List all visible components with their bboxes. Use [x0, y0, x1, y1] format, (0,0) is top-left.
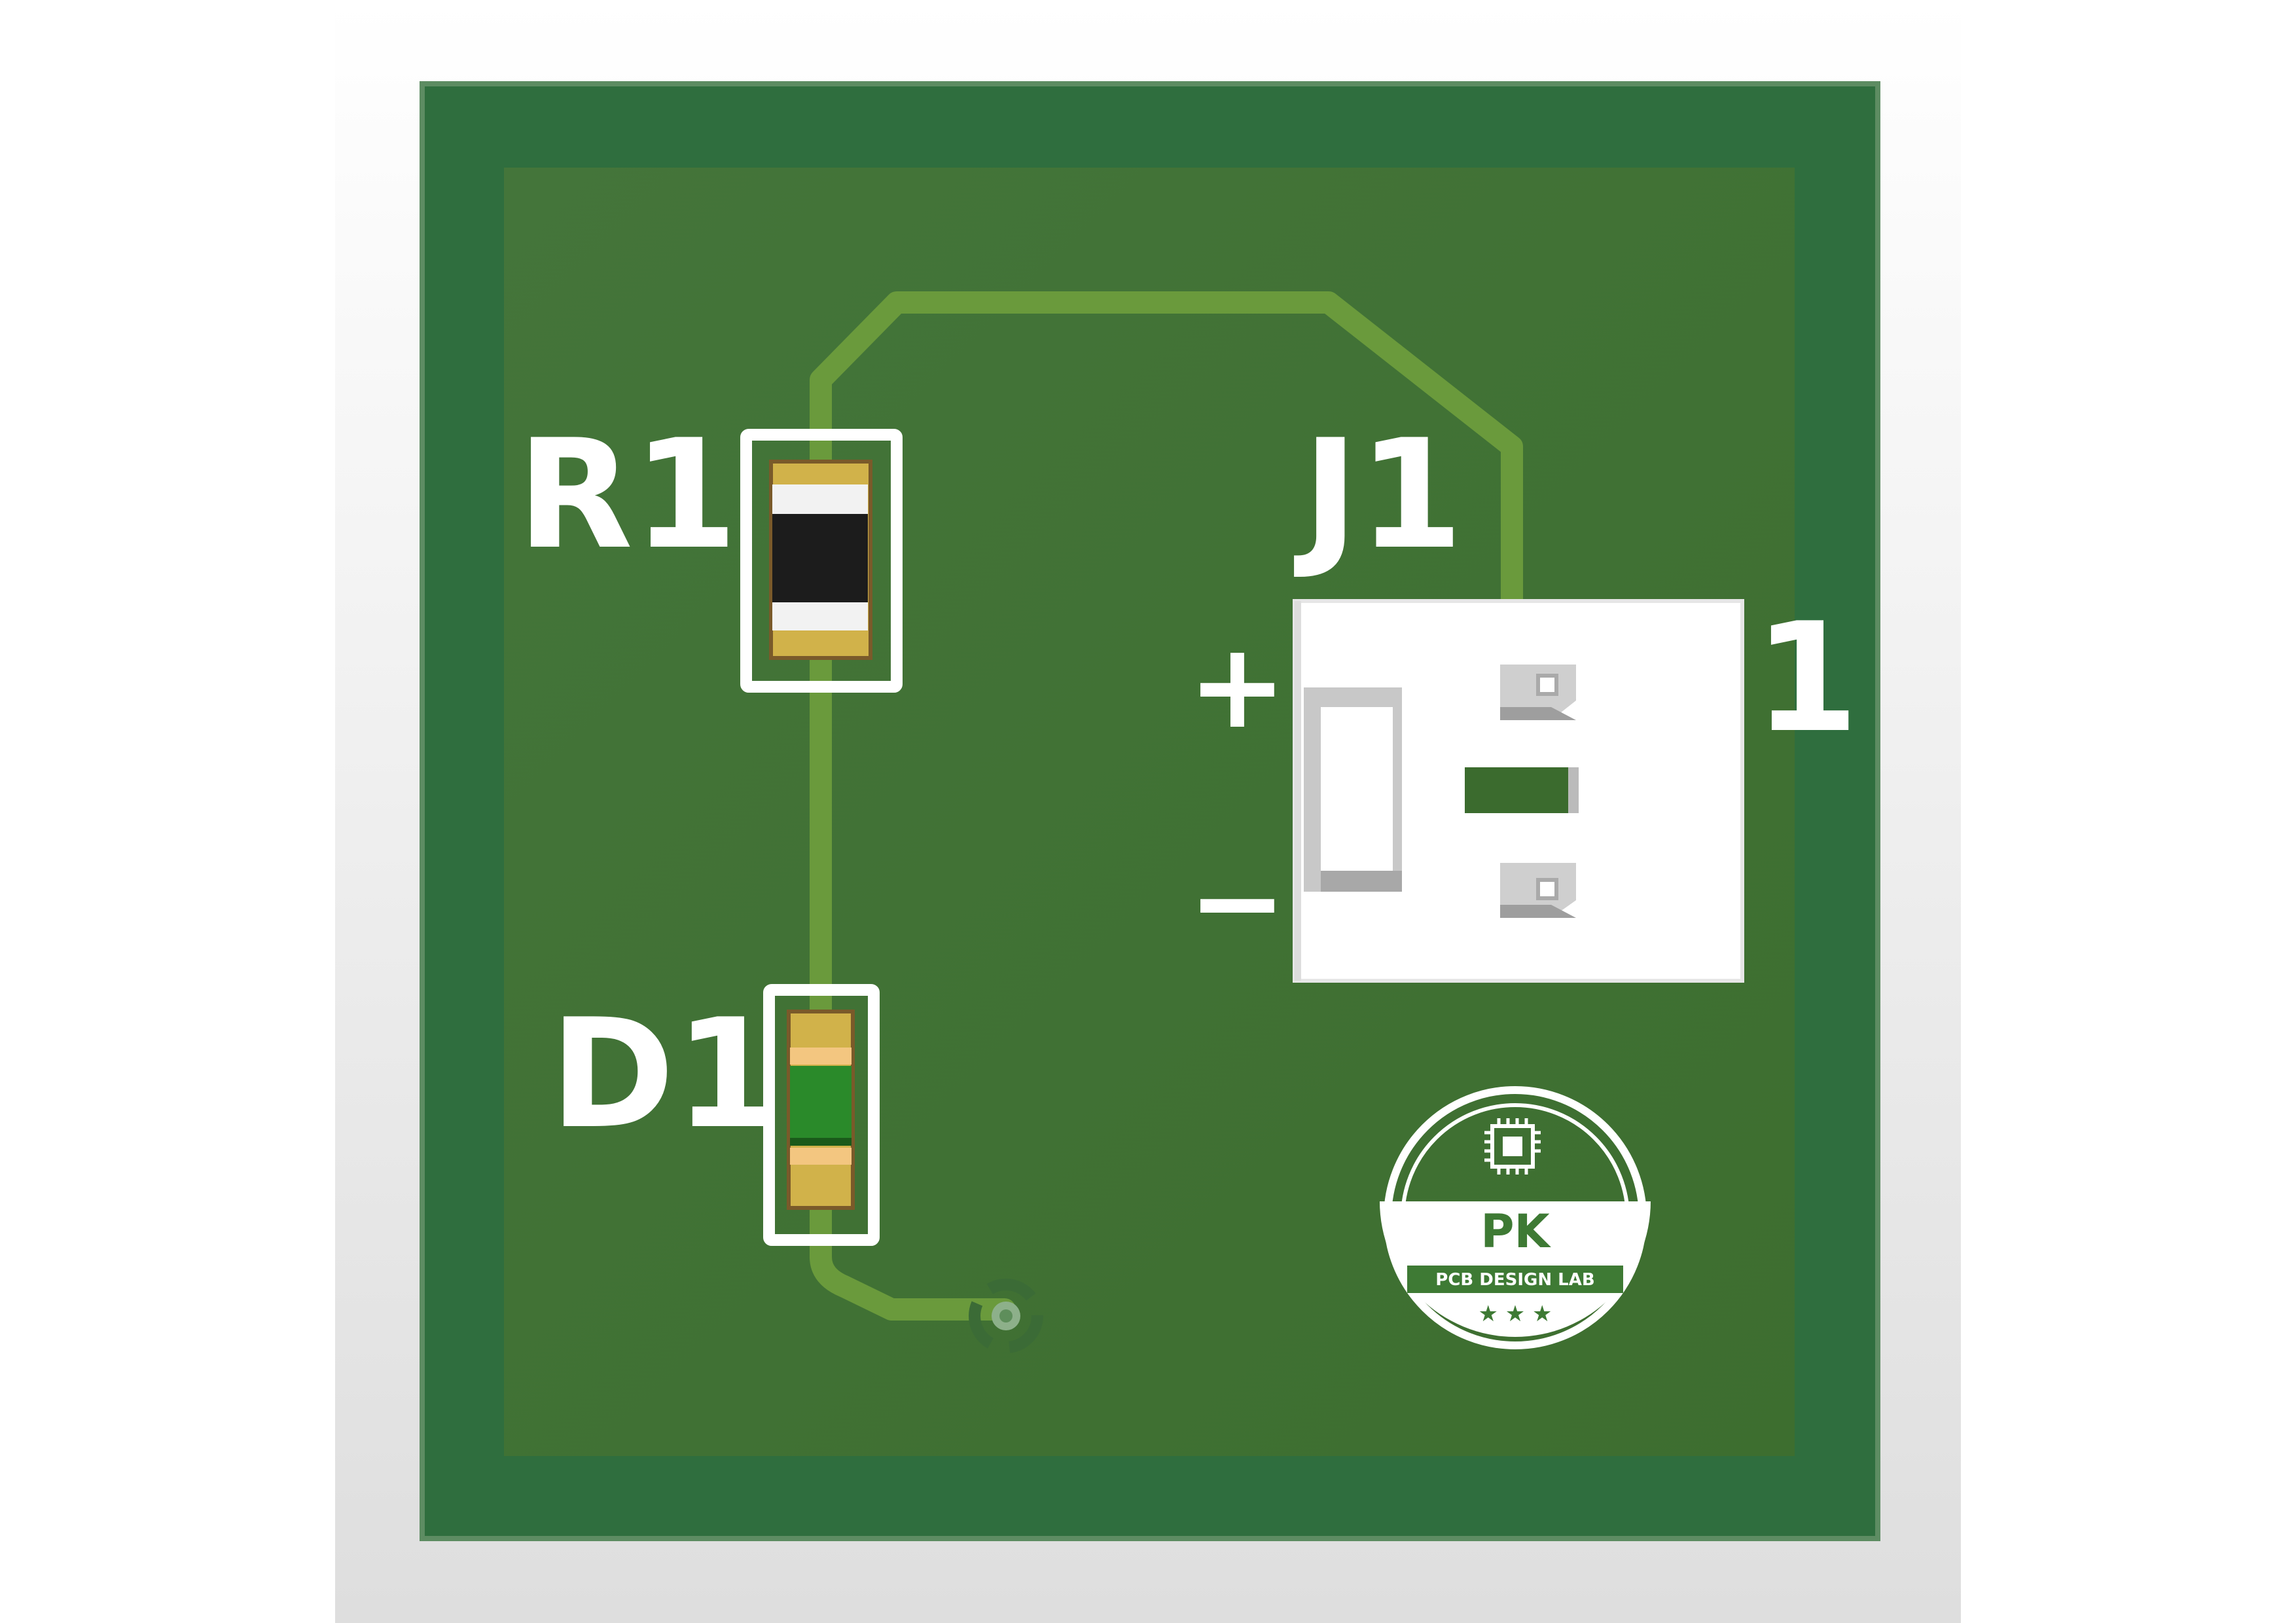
copper-trace-via-segment	[810, 1246, 1016, 1321]
d1-designator: D1	[550, 987, 780, 1162]
j1-designator: J1	[1294, 408, 1463, 583]
j1-pin-2	[1500, 863, 1576, 918]
logo-banner-bg	[1407, 1266, 1623, 1293]
logo-stars: ★ ★ ★	[1478, 1301, 1552, 1327]
logo-monogram: PK	[1480, 1205, 1551, 1258]
j1-pin-1	[1500, 665, 1576, 720]
d1-band-top	[790, 1048, 852, 1065]
d1-cathode-mark	[790, 1138, 852, 1146]
chip-icon	[1484, 1118, 1541, 1175]
d1-band-bottom	[790, 1148, 852, 1165]
j1-plus-label: +	[1188, 618, 1287, 755]
logo-banner-text: PCB DESIGN LAB	[1435, 1270, 1594, 1290]
r1-designator: R1	[517, 408, 738, 583]
d1-silk-outline	[763, 984, 880, 1246]
j1-center-slot	[1465, 767, 1576, 813]
component-j1[interactable]: J1 1 + −	[1188, 408, 1859, 983]
component-r1[interactable]: R1	[517, 408, 903, 693]
pcb-design-lab-logo: PK PCB DESIGN LAB ★ ★ ★	[1380, 1086, 1651, 1349]
r1-end-cap-bottom	[772, 599, 868, 630]
r1-silk-outline	[740, 429, 903, 693]
j1-pin1-label: 1	[1754, 591, 1859, 766]
j1-minus-label: −	[1188, 834, 1287, 971]
via	[969, 1279, 1043, 1353]
r1-body	[772, 514, 868, 602]
r1-end-cap-top	[772, 484, 868, 516]
j1-latch-inner	[1321, 707, 1393, 871]
j1-center-slot-edge	[1568, 767, 1579, 813]
j1-latch-shadow	[1321, 871, 1402, 892]
component-d1[interactable]: D1	[550, 984, 880, 1246]
d1-body	[790, 1066, 852, 1146]
j1-housing-edge	[1295, 601, 1301, 981]
